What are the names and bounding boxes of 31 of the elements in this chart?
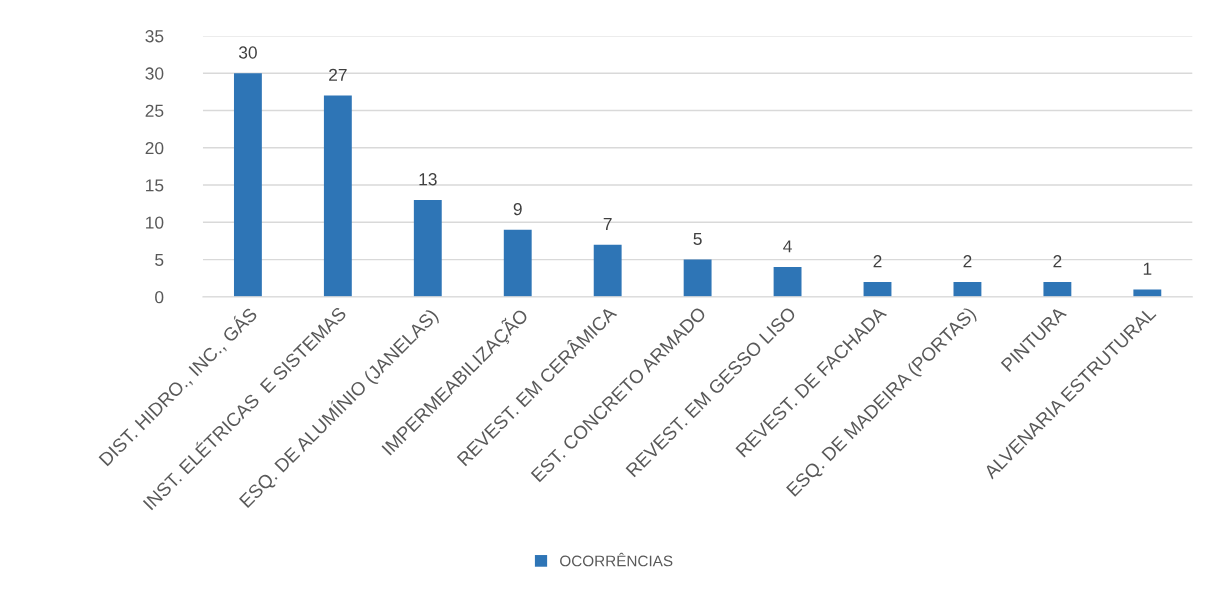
- y-tick-label: 20: [145, 141, 164, 155]
- data-label: 30: [238, 46, 257, 59]
- y-tick-label: 30: [145, 67, 164, 80]
- data-label: 1: [1143, 262, 1152, 275]
- y-tick-label: 15: [146, 179, 164, 192]
- legend-label: OCORRÊNCIAS: [560, 552, 673, 567]
- data-label: 2: [1053, 255, 1062, 268]
- bar: [1043, 281, 1072, 297]
- data-label: 27: [329, 68, 347, 81]
- y-tick-label: 0: [155, 291, 164, 304]
- bar: [413, 199, 442, 297]
- data-label: 4: [783, 240, 792, 253]
- data-label: 2: [873, 255, 882, 268]
- bar: [773, 267, 802, 297]
- data-label: 2: [963, 255, 972, 268]
- data-label: 13: [419, 173, 437, 186]
- bar: [233, 73, 262, 297]
- y-tick-label: 10: [146, 216, 164, 229]
- bar: [863, 281, 892, 297]
- bar: [953, 281, 982, 297]
- y-tick-label: 25: [145, 104, 164, 117]
- data-label: 5: [693, 232, 702, 246]
- bar: [683, 259, 712, 297]
- y-tick-label: 35: [145, 30, 164, 43]
- y-tick-label: 5: [155, 253, 164, 267]
- bar: [593, 244, 622, 297]
- bar: [1133, 289, 1162, 297]
- bar: [503, 229, 532, 297]
- data-label: 7: [603, 218, 612, 230]
- bar: [323, 95, 352, 297]
- data-label: 9: [513, 202, 522, 216]
